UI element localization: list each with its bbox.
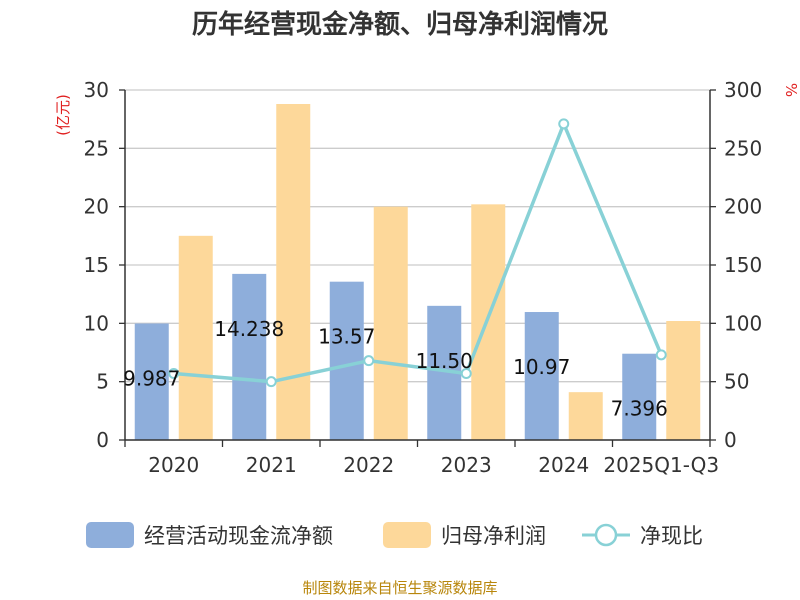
source-note: 制图数据来自恒生聚源数据库 [302, 579, 497, 597]
cashflow-data-label: 9.987 [123, 366, 180, 390]
ratio-point [265, 376, 277, 388]
legend-swatch [383, 522, 431, 548]
x-tick-label: 2023 [441, 453, 492, 477]
y-left-tick-label: 10 [84, 311, 109, 335]
profit-bar [373, 206, 408, 440]
cashflow-bar [622, 353, 657, 440]
x-tick-label: 2024 [538, 453, 589, 477]
profit-bar [471, 204, 506, 440]
cashflow-data-label: 14.238 [214, 317, 284, 341]
y-right-tick-label: 300 [724, 78, 762, 102]
cashflow-bar [329, 281, 364, 440]
bars [134, 104, 701, 440]
ratio-point [460, 368, 472, 379]
chart-title: 历年经营现金净额、归母净利润情况 [192, 9, 608, 40]
x-tick-label: 2021 [246, 453, 297, 477]
y-right-tick-label: 250 [724, 136, 762, 160]
legend-swatch [86, 522, 134, 548]
y-right-tick-label: 100 [724, 311, 762, 335]
gridlines [125, 89, 710, 441]
y-axis-left-label: (亿元) [54, 94, 72, 136]
y-right-tick-label: 0 [724, 428, 737, 452]
cashflow-bar [134, 323, 169, 440]
cashflow-data-label: 10.97 [513, 355, 570, 379]
y-left-tick-label: 25 [84, 136, 109, 160]
x-tick-label: 2022 [343, 453, 394, 477]
y-axis-right-label: % [782, 83, 800, 97]
x-tick-label: 2020 [148, 453, 199, 477]
y-left-tick-label: 15 [84, 253, 109, 277]
y-left-tick-label: 5 [96, 370, 109, 394]
ratio-line-path [173, 122, 663, 384]
cashflow-data-label: 11.50 [416, 349, 473, 373]
legend-label: 归母净利润 [441, 524, 546, 548]
legend-marker [594, 523, 618, 547]
legend-label: 经营活动现金流净额 [144, 524, 333, 548]
cashflow-data-label: 13.57 [318, 325, 375, 349]
x-tick-label: 2025Q1-Q3 [603, 453, 719, 477]
ratio-point [558, 118, 570, 130]
profit-bar [276, 104, 311, 440]
y-left-tick-label: 30 [84, 78, 109, 102]
ratio-point [655, 349, 667, 361]
data-labels: 9.987 14.238 13.57 11.50 10.97 7.396 [123, 317, 668, 421]
ratio-point [363, 355, 375, 367]
ratio-point [168, 368, 180, 379]
y-right-tick-label: 50 [724, 370, 749, 394]
profit-bar [666, 321, 701, 440]
legend: 经营活动现金流净额 归母净利润 净现比 [86, 522, 703, 548]
ratio-line [168, 118, 667, 388]
cashflow-bar [232, 273, 267, 440]
y-right-tick-label: 200 [724, 195, 762, 219]
legend-label: 净现比 [640, 524, 703, 548]
cashflow-bar [524, 312, 559, 440]
y-left-tick-label: 0 [96, 428, 109, 452]
y-left-tick-label: 20 [84, 195, 109, 219]
profit-bar [568, 392, 603, 440]
profit-bar [178, 235, 213, 440]
y-right-tick-label: 150 [724, 253, 762, 277]
cashflow-data-label: 7.396 [611, 397, 668, 421]
